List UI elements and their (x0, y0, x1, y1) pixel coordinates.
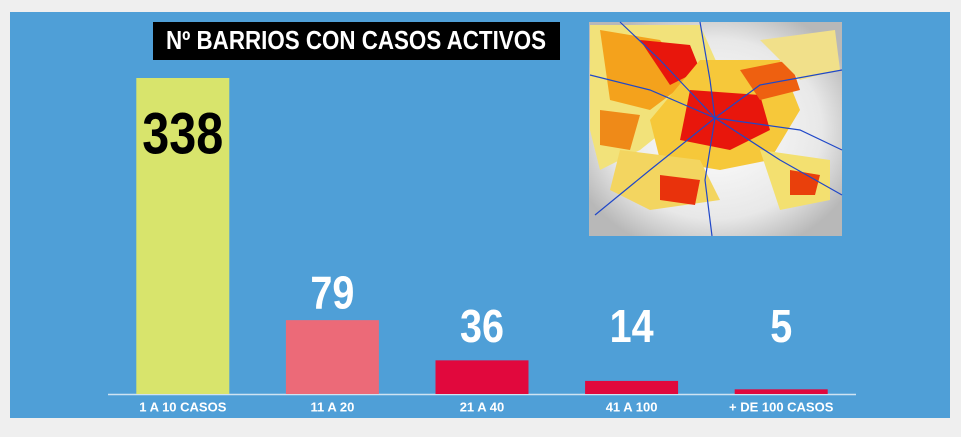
chart-title: Nº BARRIOS CON CASOS ACTIVOS (166, 25, 546, 55)
map (589, 21, 843, 237)
bar (285, 320, 379, 394)
bar (585, 380, 679, 394)
x-tick-label: 11 A 20 (310, 399, 354, 414)
value-label: 338 (142, 101, 223, 166)
title-box (153, 22, 560, 60)
bar (136, 78, 230, 394)
bar (435, 360, 529, 394)
x-tick-label: 1 A 10 CASOS (139, 399, 227, 414)
value-label: 5 (770, 300, 792, 352)
x-tick-label: + DE 100 CASOS (729, 399, 834, 414)
value-label: 79 (310, 266, 354, 318)
x-tick-label: 21 A 40 (460, 399, 505, 414)
bar (734, 389, 828, 394)
value-label: 14 (610, 300, 654, 352)
x-tick-label: 41 A 100 (606, 399, 658, 414)
value-label: 36 (460, 300, 504, 352)
